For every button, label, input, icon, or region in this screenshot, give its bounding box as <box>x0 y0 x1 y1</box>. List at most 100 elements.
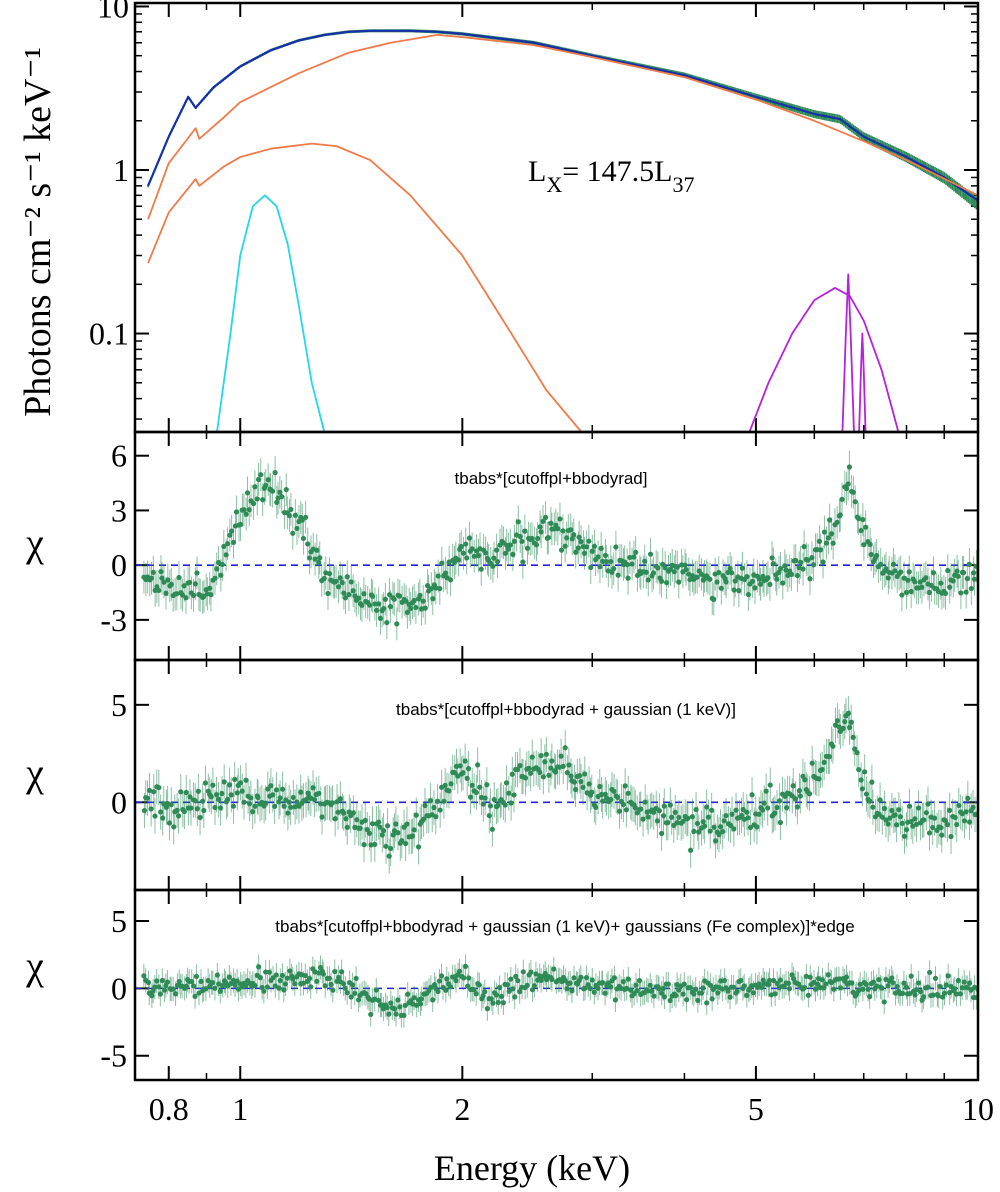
residual-point <box>361 842 367 848</box>
residual-point <box>558 547 565 553</box>
residual-point <box>477 784 483 790</box>
residual-point <box>277 795 283 801</box>
residual-point <box>966 561 973 568</box>
residual-point <box>903 827 910 833</box>
residual-point <box>174 591 180 597</box>
x-tick-label: 0.8 <box>149 1091 189 1127</box>
residual-point <box>955 977 962 984</box>
residual-point <box>316 559 322 566</box>
residual-point <box>898 569 904 575</box>
residual-point <box>478 566 484 572</box>
residual-points <box>141 954 978 1028</box>
residual-point <box>772 991 778 997</box>
residual-point <box>465 766 472 772</box>
residual-point <box>495 999 501 1006</box>
residual-point <box>152 984 158 990</box>
x-tick-label: 10 <box>962 1091 994 1127</box>
residual-point <box>877 797 883 803</box>
residual-point <box>899 592 905 598</box>
residual-point <box>899 820 905 826</box>
residual-point <box>919 584 925 590</box>
residual-point <box>404 609 410 616</box>
residual-point <box>294 799 300 805</box>
residual-point <box>642 799 648 805</box>
residual-point <box>586 538 592 544</box>
residual-point <box>856 516 862 522</box>
residual-point <box>892 568 898 574</box>
residual-point <box>774 576 780 582</box>
residual-point <box>183 983 190 989</box>
residual-point <box>314 978 320 984</box>
residual-point <box>441 798 447 804</box>
residual-point <box>758 984 765 991</box>
residual-point <box>229 528 235 534</box>
residual-point <box>885 575 891 581</box>
residual-point <box>767 782 773 788</box>
residual-point <box>504 982 511 988</box>
residual-point <box>446 788 452 794</box>
residual-point <box>825 972 831 978</box>
residual-point <box>881 999 887 1005</box>
residual-point <box>305 541 311 547</box>
residual-point <box>342 595 349 601</box>
residual-point <box>839 496 845 502</box>
residual-point <box>797 793 803 799</box>
residual-point <box>765 805 771 811</box>
residual-point <box>625 575 631 581</box>
residual-point <box>320 971 326 977</box>
residual-point <box>413 604 419 611</box>
residual-point <box>770 977 777 984</box>
residual-point <box>945 973 951 979</box>
residual-point <box>930 570 937 576</box>
residual-point <box>955 573 961 579</box>
residual-point <box>615 794 621 800</box>
residual-point <box>302 972 308 979</box>
residual-point <box>868 551 874 558</box>
residual-point <box>529 535 535 542</box>
luminosity-annotation: LX= 147.5L37 <box>528 155 694 197</box>
residual-point <box>589 548 595 554</box>
residual-point <box>831 986 837 992</box>
residual-point <box>879 985 885 991</box>
residual-point <box>752 585 758 591</box>
residual-point <box>219 790 225 797</box>
residual-point <box>387 604 394 610</box>
residual-point <box>200 798 206 804</box>
residual-point <box>487 803 494 809</box>
residual-point <box>462 963 469 969</box>
residual-point <box>555 526 561 532</box>
residual-point <box>399 838 405 844</box>
residual-point <box>545 535 551 541</box>
panel-frame-2 <box>133 658 980 892</box>
residual-point <box>605 980 611 986</box>
residual-point <box>645 577 651 583</box>
residual-point <box>144 795 151 801</box>
residual-point <box>379 832 385 838</box>
residual-point <box>543 514 549 521</box>
panel-title-residuals-2: tbabs*[cutoffpl+bbodyrad + gaussian (1 k… <box>396 700 736 719</box>
residual-point <box>783 805 790 811</box>
residual-point <box>369 593 376 599</box>
residual-point <box>537 524 543 530</box>
residual-point <box>897 814 904 820</box>
residual-point <box>506 790 512 796</box>
y-tick-label-residuals: -5 <box>100 1038 127 1074</box>
residual-point <box>818 547 824 553</box>
residual-point <box>932 975 939 981</box>
residual-point <box>963 589 969 595</box>
residual-point <box>819 766 825 773</box>
residual-point <box>667 997 673 1004</box>
residual-point <box>968 585 974 592</box>
residual-point <box>717 824 724 830</box>
residual-point <box>378 1002 385 1008</box>
residual-point <box>283 486 289 493</box>
residual-point <box>845 481 851 487</box>
residual-point <box>908 588 914 595</box>
residual-point <box>858 777 864 783</box>
residual-point <box>217 988 223 994</box>
residual-point <box>821 529 828 535</box>
residual-point <box>261 988 267 994</box>
residual-point <box>428 984 434 990</box>
y-tick-label-residuals: 0 <box>111 970 127 1006</box>
residual-points <box>141 695 978 874</box>
